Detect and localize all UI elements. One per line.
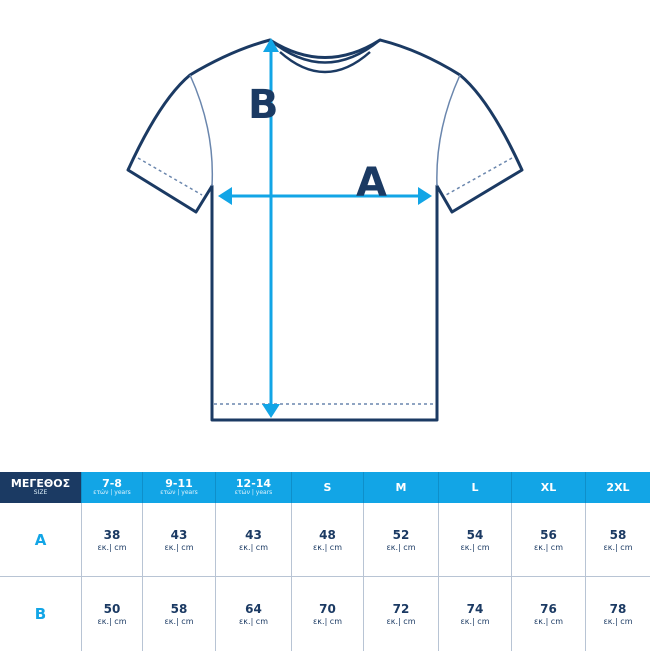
measurement-value: 38 [103,527,121,542]
header-size-12-14: 12-14 ετών | years [215,472,291,503]
measurement-unit: εκ.| cm [386,617,416,626]
label-b: B [248,82,279,128]
collar [269,39,381,74]
size-label: 2XL [606,481,630,494]
size-sublabel: ετών | years [160,489,198,496]
measurement-value: 76 [540,602,557,616]
tshirt-diagram: B A [126,38,524,422]
header-size-XL: XL [511,472,585,503]
measurement-unit: εκ.| cm [460,617,490,626]
measurement-cell: 48 εκ.| cm [291,503,363,576]
measurement-unit: εκ.| cm [460,542,490,552]
header-size-M: M [363,472,438,503]
measurement-cell: 52 εκ.| cm [363,503,438,576]
measurement-unit: εκ.| cm [312,542,342,552]
measurement-value: 64 [245,602,262,616]
size-label: L [471,481,479,494]
measurement-unit: εκ.| cm [533,542,563,552]
measurement-value: 74 [466,602,484,616]
row-label-cell: B [0,577,81,651]
size-sublabel: ετών | years [93,489,131,496]
measurement-cell: 78 εκ.| cm [585,577,650,651]
measurement-cell: 64 εκ.| cm [215,577,291,651]
shirt-outline [126,38,524,422]
measurement-value: 56 [540,527,557,542]
header-size-title: ΜΕΓΕΘΟΣ [10,477,71,490]
measurement-value: 52 [392,527,410,542]
measurement-value: 50 [103,602,121,616]
size-label: 7-8 [102,477,122,490]
measurement-value: 58 [170,602,188,616]
header-size-S: S [291,472,363,503]
measurement-cell: 38 εκ.| cm [81,503,142,576]
measurement-cell: 70 εκ.| cm [291,577,363,651]
size-label: M [395,481,407,494]
measurement-value: 43 [245,527,262,542]
measurement-cell: 58 εκ.| cm [585,503,650,576]
measurement-unit: εκ.| cm [533,617,563,626]
measurement-value: 72 [392,602,410,616]
header-size-subtitle: SIZE [33,489,48,496]
size-label: 12-14 [235,477,272,490]
measurement-value: 43 [170,527,188,542]
measurement-value: 54 [466,527,484,542]
measurement-cell: 43 εκ.| cm [142,503,215,576]
measurement-unit: εκ.| cm [164,617,194,626]
header-size-L: L [438,472,511,503]
table-row-B: B 50 εκ.| cm 58 εκ.| cm 64 εκ.| cm 70 εκ.| cm 72 ε… [0,576,650,651]
header-size-9-11: 9-11 ετών | years [142,472,215,503]
size-label: XL [540,481,557,494]
measurement-value: 70 [319,602,336,616]
size-table: ΜΕΓΕΘΟΣ SIZE 7-8 ετών | years 9-11 ετών | yea… [0,472,650,651]
measurement-unit: εκ.| cm [603,617,633,626]
measurement-unit: εκ.| cm [312,617,342,626]
measurement-unit: εκ.| cm [97,617,127,626]
measurement-cell: 43 εκ.| cm [215,503,291,576]
row-label-cell: A [0,503,81,576]
measurement-cell: 56 εκ.| cm [511,503,585,576]
measurement-unit: εκ.| cm [238,617,268,626]
measurement-unit: εκ.| cm [603,542,633,552]
measurement-cell: 76 εκ.| cm [511,577,585,651]
measurement-cell: 50 εκ.| cm [81,577,142,651]
measurement-unit: εκ.| cm [97,542,127,552]
header-size-7-8: 7-8 ετών | years [81,472,142,503]
label-a: A [356,160,387,206]
size-label: S [323,481,332,494]
row-label: B [34,605,47,623]
measurement-unit: εκ.| cm [386,542,416,552]
size-label: 9-11 [165,477,193,490]
size-sublabel: ετών | years [234,489,273,496]
header-size-cell: ΜΕΓΕΘΟΣ SIZE [0,472,81,503]
measurement-cell: 58 εκ.| cm [142,577,215,651]
measurement-unit: εκ.| cm [238,542,268,552]
measurement-value: 48 [319,527,336,542]
measurement-value: 58 [609,527,627,542]
measurement-unit: εκ.| cm [164,542,194,552]
measurement-cell: 72 εκ.| cm [363,577,438,651]
table-header: ΜΕΓΕΘΟΣ SIZE 7-8 ετών | years 9-11 ετών | yea… [0,472,650,503]
measurement-cell: 54 εκ.| cm [438,503,511,576]
header-size-2XL: 2XL [585,472,650,503]
measurement-value: 78 [609,602,627,616]
measurement-cell: 74 εκ.| cm [438,577,511,651]
table-row-A: A 38 εκ.| cm 43 εκ.| cm 43 εκ.| cm 48 εκ.| cm 52 ε… [0,503,650,576]
row-label: A [34,530,47,549]
